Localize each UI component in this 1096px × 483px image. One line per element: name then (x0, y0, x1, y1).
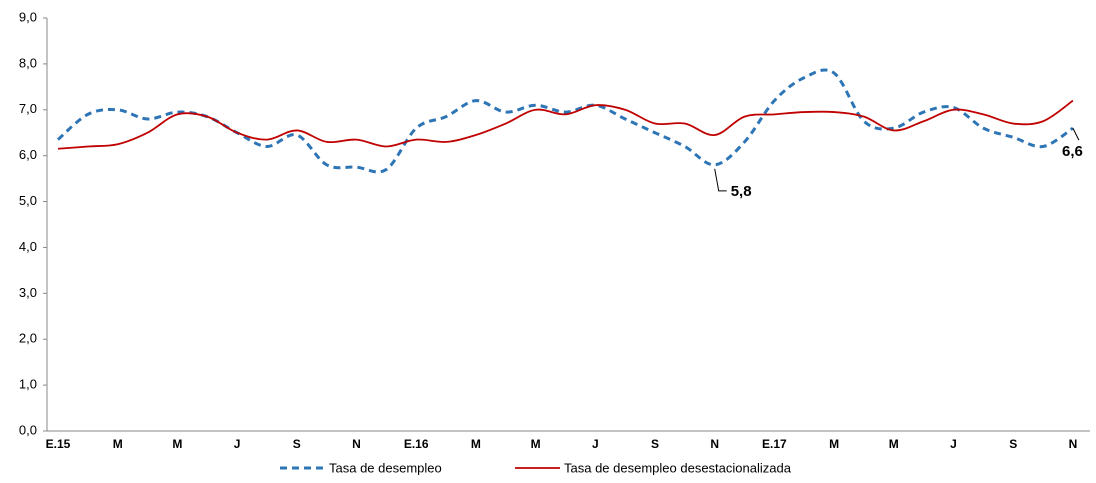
x-tick-label: M (829, 437, 839, 451)
x-tick-label: S (293, 437, 301, 451)
y-tick-label: 7,0 (19, 101, 37, 116)
legend-label: Tasa de desempleo desestacionalizada (564, 460, 792, 475)
x-tick-label: J (592, 437, 599, 451)
x-tick-label: M (531, 437, 541, 451)
data-label: 6,6 (1062, 143, 1083, 160)
x-tick-label: J (234, 437, 241, 451)
leader-line (1072, 127, 1080, 141)
x-tick-label: E.15 (46, 437, 71, 451)
x-tick-label: S (1009, 437, 1017, 451)
x-tick-label: N (1069, 437, 1078, 451)
data-label: 5,8 (731, 183, 752, 200)
line-series (57, 99, 1074, 150)
y-tick-label: 4,0 (19, 239, 37, 254)
y-tick-label: 8,0 (19, 55, 37, 70)
y-tick-label: 5,0 (19, 193, 37, 208)
line-series (57, 68, 1074, 174)
leader-line (714, 168, 727, 192)
y-tick-label: 0,0 (19, 422, 37, 437)
x-tick-label: E.17 (762, 437, 787, 451)
x-tick-label: E.16 (404, 437, 429, 451)
y-tick-label: 3,0 (19, 285, 37, 300)
x-tick-label: S (651, 437, 659, 451)
y-tick-label: 1,0 (19, 377, 37, 392)
x-tick-label: M (889, 437, 899, 451)
x-tick-label: M (172, 437, 182, 451)
x-tick-label: J (950, 437, 957, 451)
x-tick-label: N (710, 437, 719, 451)
x-tick-label: N (352, 437, 361, 451)
x-tick-label: M (113, 437, 123, 451)
legend-label: Tasa de desempleo (329, 460, 442, 475)
x-tick-label: M (471, 437, 481, 451)
y-tick-label: 9,0 (19, 9, 37, 24)
y-tick-label: 2,0 (19, 331, 37, 346)
y-tick-label: 6,0 (19, 147, 37, 162)
